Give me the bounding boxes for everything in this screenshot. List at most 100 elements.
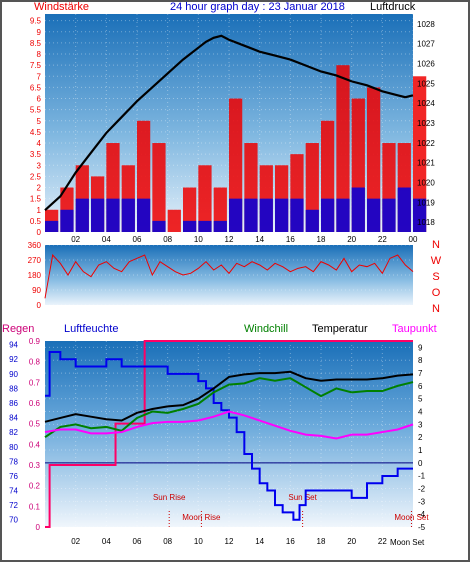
wind-gust-bar — [259, 198, 273, 232]
pressure-tick-label: 1019 — [417, 198, 435, 207]
wind-tick-label: 9 — [37, 28, 42, 37]
wind-gust-bar — [321, 198, 335, 232]
pressure-tick-label: 1023 — [417, 119, 435, 128]
windchill-line — [44, 377, 414, 439]
dewpoint-label: Taupunkt — [392, 323, 437, 335]
direction-tick-label: 270 — [28, 256, 42, 265]
wind-speed-bar — [167, 209, 181, 232]
event-label: Moon Rise — [182, 513, 221, 522]
rain-tick-label: 0.2 — [29, 482, 41, 491]
wind-tick-label: 4 — [37, 139, 42, 148]
time-tick-label: 04 — [102, 235, 111, 244]
taupunkt-line — [44, 410, 414, 440]
chart-title: 24 hour graph day : 23 Januar 2018 — [170, 1, 345, 13]
temperature-tick-label: 6 — [418, 382, 423, 391]
wind-gust-bar — [367, 198, 381, 232]
wind-tick-label: 3 — [37, 161, 42, 170]
wind-axis-title: Windstärke — [34, 1, 89, 13]
temperature-tick-label: 9 — [418, 343, 423, 352]
wind-direction-line — [44, 253, 414, 299]
temperature-tick-label: 4 — [418, 408, 423, 417]
temperature-tick-label: 3 — [418, 420, 423, 429]
wind-speed-bar — [152, 143, 166, 232]
compass-letter: W — [431, 255, 442, 267]
direction-tick-label: 180 — [28, 271, 42, 280]
wind-tick-label: 3.5 — [30, 150, 42, 159]
humidity-tick-label: 86 — [9, 399, 18, 408]
wind-gust-bar — [382, 198, 396, 232]
compass-letter: N — [432, 239, 440, 251]
compass-letter: S — [432, 271, 439, 283]
rain-tick-label: 0.9 — [29, 337, 41, 346]
wind-speed-bar — [367, 87, 381, 232]
humidity-tick-label: 88 — [9, 384, 18, 393]
wind-gust-bar — [198, 220, 212, 232]
wind-gust-bar — [351, 187, 365, 232]
rain-label: Regen — [2, 323, 34, 335]
humidity-tick-label: 78 — [9, 457, 18, 466]
rain-tick-label: 0.1 — [29, 502, 41, 511]
wind-tick-label: 1 — [37, 206, 42, 215]
time-tick-label: 16 — [286, 537, 295, 546]
event-label: Moon Set — [394, 513, 429, 522]
time-tick-label: 22 — [378, 537, 387, 546]
wind-tick-label: 6 — [37, 95, 42, 104]
time-tick-label: 20 — [347, 537, 356, 546]
temperature-tick-label: 7 — [418, 369, 423, 378]
pressure-tick-label: 1025 — [417, 79, 435, 88]
time-tick-label: 18 — [317, 235, 326, 244]
humidity-tick-label: 80 — [9, 443, 18, 452]
time-tick-label: 20 — [347, 235, 356, 244]
humidity-tick-label: 72 — [9, 501, 18, 510]
wind-tick-label: 0 — [37, 228, 42, 237]
pressure-tick-label: 1022 — [417, 139, 435, 148]
wind-tick-label: 2 — [37, 184, 42, 193]
compass-letter: N — [432, 303, 440, 315]
wind-tick-label: 4.5 — [30, 128, 42, 137]
humidity-tick-label: 94 — [9, 341, 18, 350]
pressure-tick-label: 1026 — [417, 60, 435, 69]
temperature-label: Temperatur — [312, 323, 368, 335]
temperature-tick-label: 0 — [418, 459, 423, 468]
wind-gust-bar — [290, 198, 304, 232]
temperature-tick-label: 2 — [418, 433, 423, 442]
wind-speed-bar — [198, 165, 212, 232]
temperature-tick-label: -5 — [418, 523, 426, 532]
wind-tick-label: 8.5 — [30, 39, 42, 48]
wind-gust-bar — [91, 198, 105, 232]
rain-tick-label: 0 — [36, 523, 41, 532]
wind-tick-label: 5.5 — [30, 106, 42, 115]
wind-gust-bar — [183, 220, 197, 232]
wind-gust-bar — [106, 198, 120, 232]
direction-tick-label: 90 — [32, 286, 41, 295]
pressure-tick-label: 1018 — [417, 218, 435, 227]
time-tick-label: 16 — [286, 235, 295, 244]
time-tick-label: 08 — [163, 235, 172, 244]
rain-tick-label: 0.8 — [29, 358, 41, 367]
temperatur-line — [44, 370, 414, 423]
wind-gust-bar — [137, 198, 151, 232]
humidity-tick-label: 74 — [9, 487, 18, 496]
humidity-tick-label: 92 — [9, 355, 18, 364]
time-tick-label: 14 — [255, 235, 264, 244]
pressure-line — [44, 34, 414, 212]
temperature-tick-label: 1 — [418, 446, 423, 455]
time-tick-label: 06 — [133, 235, 142, 244]
wind-tick-label: 6.5 — [30, 83, 42, 92]
wind-gust-bar — [75, 198, 89, 232]
humidity-tick-label: 82 — [9, 428, 18, 437]
wind-tick-label: 0.5 — [30, 217, 42, 226]
wind-tick-label: 2.5 — [30, 172, 42, 181]
temperature-tick-label: 5 — [418, 395, 423, 404]
temperature-tick-label: -1 — [418, 472, 426, 481]
pressure-tick-label: 1027 — [417, 40, 435, 49]
wind-speed-bar — [413, 76, 427, 233]
humidity-label: Luftfeuchte — [64, 323, 118, 335]
rain-tick-label: 0.5 — [29, 420, 41, 429]
pressure-tick-label: 1020 — [417, 178, 435, 187]
wind-gust-bar — [275, 198, 289, 232]
pressure-tick-label: 1021 — [417, 159, 435, 168]
time-tick-label: 22 — [378, 235, 387, 244]
temperature-tick-label: -2 — [418, 485, 426, 494]
